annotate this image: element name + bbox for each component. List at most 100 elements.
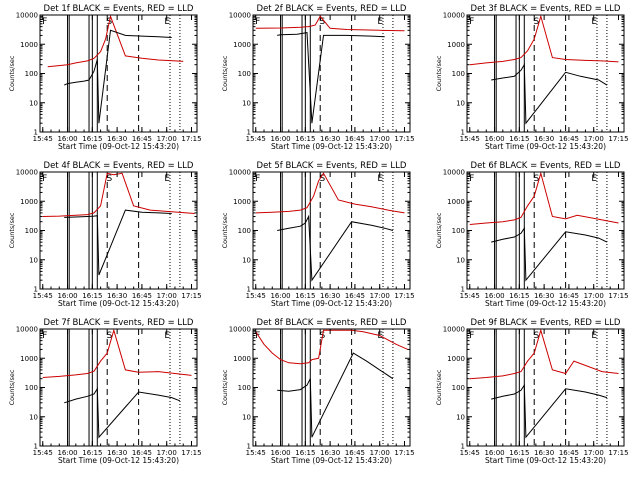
x-axis-label: Start Time (09-Oct-12 15:43:20) bbox=[485, 456, 606, 465]
x-axis-label: Start Time (09-Oct-12 15:43:20) bbox=[271, 142, 392, 151]
panel-title: Det 3f BLACK = Events, RED = LLD bbox=[471, 4, 621, 14]
x-axis-label: Start Time (09-Oct-12 15:43:20) bbox=[271, 456, 392, 465]
panel-det-6: Det 6f BLACK = Events, RED = LLD F S E 1 10 10… bbox=[435, 161, 629, 308]
x-tick-label: 16:00 bbox=[57, 449, 77, 457]
x-tick-label: 17:15 bbox=[608, 449, 628, 457]
y-tick-label: 10000 bbox=[229, 169, 251, 177]
series-line-events bbox=[277, 352, 394, 438]
x-tick-label: 17:00 bbox=[584, 135, 604, 143]
x-tick-label: 16:00 bbox=[57, 135, 77, 143]
x-tick-label: 15:45 bbox=[460, 292, 480, 300]
y-tick-label: 1 bbox=[461, 443, 465, 451]
marker-F: F bbox=[42, 174, 47, 184]
x-tick-label: 15:45 bbox=[460, 449, 480, 457]
y-tick-label: 1 bbox=[247, 443, 251, 451]
panel-det-7: Det 7f BLACK = Events, RED = LLD F S E 1 10 10… bbox=[8, 318, 202, 465]
series-line-events bbox=[277, 32, 385, 124]
panel-det-9: Det 9f BLACK = Events, RED = LLD F S E 1 10 10… bbox=[435, 318, 629, 465]
y-tick-label: 10 bbox=[456, 99, 465, 107]
marker-E: E bbox=[591, 174, 597, 184]
x-tick-label: 16:30 bbox=[320, 449, 340, 457]
marker-S: S bbox=[107, 331, 113, 341]
x-tick-label: 16:00 bbox=[270, 449, 290, 457]
series-line-lld bbox=[255, 15, 405, 32]
marker-F: F bbox=[255, 174, 260, 184]
series-line-lld bbox=[255, 172, 405, 214]
marker-E: E bbox=[591, 331, 597, 341]
y-axis-label: Counts/sec bbox=[8, 55, 16, 91]
y-tick-label: 10000 bbox=[16, 326, 38, 334]
marker-S: S bbox=[320, 17, 326, 27]
y-tick-label: 10 bbox=[456, 256, 465, 264]
x-tick-label: 16:00 bbox=[484, 135, 504, 143]
series-line-events bbox=[491, 226, 608, 282]
y-tick-label: 10 bbox=[29, 256, 38, 264]
x-tick-label: 16:00 bbox=[57, 292, 77, 300]
x-tick-label: 16:45 bbox=[345, 135, 365, 143]
y-tick-label: 10000 bbox=[16, 169, 38, 177]
series-line-lld bbox=[469, 172, 619, 225]
x-tick-label: 17:00 bbox=[370, 292, 390, 300]
x-axis-label: Start Time (09-Oct-12 15:43:20) bbox=[271, 299, 392, 308]
y-tick-label: 10000 bbox=[229, 326, 251, 334]
x-tick-label: 15:45 bbox=[246, 292, 266, 300]
panel-title: Det 4f BLACK = Events, RED = LLD bbox=[44, 161, 194, 171]
series-line-lld bbox=[42, 172, 195, 217]
y-axis-label: Counts/sec bbox=[435, 212, 443, 248]
x-tick-label: 16:15 bbox=[509, 292, 529, 300]
y-tick-label: 100 bbox=[452, 227, 465, 235]
x-tick-label: 16:15 bbox=[509, 449, 529, 457]
y-axis-label: Counts/sec bbox=[8, 369, 16, 405]
panel-det-2: Det 2f BLACK = Events, RED = LLD F S E 1 10 10… bbox=[221, 4, 415, 151]
x-tick-label: 16:45 bbox=[132, 449, 152, 457]
x-tick-label: 16:00 bbox=[270, 135, 290, 143]
x-tick-label: 16:45 bbox=[345, 449, 365, 457]
y-tick-label: 1000 bbox=[20, 355, 38, 363]
y-axis-label: Counts/sec bbox=[435, 369, 443, 405]
series-line-lld bbox=[469, 329, 619, 380]
x-tick-label: 16:00 bbox=[270, 292, 290, 300]
x-tick-label: 16:30 bbox=[534, 449, 554, 457]
x-tick-label: 17:00 bbox=[584, 449, 604, 457]
y-tick-label: 10 bbox=[242, 99, 251, 107]
y-tick-label: 1 bbox=[461, 129, 465, 137]
x-tick-label: 16:45 bbox=[559, 292, 579, 300]
x-axis-label: Start Time (09-Oct-12 15:43:20) bbox=[485, 299, 606, 308]
marker-S: S bbox=[107, 174, 113, 184]
series-line-lld bbox=[42, 329, 192, 378]
y-axis-label: Counts/sec bbox=[8, 212, 16, 248]
y-tick-label: 10 bbox=[456, 413, 465, 421]
x-tick-label: 17:00 bbox=[370, 449, 390, 457]
marker-F: F bbox=[255, 331, 260, 341]
x-axis-label: Start Time (09-Oct-12 15:43:20) bbox=[58, 142, 179, 151]
y-tick-label: 10000 bbox=[443, 12, 465, 20]
y-tick-label: 1 bbox=[34, 129, 38, 137]
x-tick-label: 16:30 bbox=[320, 135, 340, 143]
y-tick-label: 10 bbox=[29, 413, 38, 421]
x-tick-label: 17:15 bbox=[181, 292, 201, 300]
x-tick-label: 15:45 bbox=[246, 135, 266, 143]
y-tick-label: 1000 bbox=[233, 198, 251, 206]
y-tick-label: 10000 bbox=[443, 326, 465, 334]
y-tick-label: 100 bbox=[238, 384, 251, 392]
x-tick-label: 16:15 bbox=[82, 449, 102, 457]
marker-S: S bbox=[534, 174, 540, 184]
y-tick-label: 1 bbox=[461, 286, 465, 294]
series-line-events bbox=[277, 214, 394, 282]
y-tick-label: 1000 bbox=[447, 198, 465, 206]
y-tick-label: 1000 bbox=[447, 355, 465, 363]
x-tick-label: 17:00 bbox=[370, 135, 390, 143]
x-tick-label: 16:45 bbox=[345, 292, 365, 300]
panel-title: Det 8f BLACK = Events, RED = LLD bbox=[257, 318, 407, 328]
y-tick-label: 1000 bbox=[20, 41, 38, 49]
x-axis-label: Start Time (09-Oct-12 15:43:20) bbox=[58, 299, 179, 308]
panel-det-4: Det 4f BLACK = Events, RED = LLD F S E 1 10 10… bbox=[8, 161, 202, 308]
x-tick-label: 17:15 bbox=[394, 135, 414, 143]
x-tick-label: 16:30 bbox=[107, 135, 127, 143]
marker-E: E bbox=[164, 331, 170, 341]
x-tick-label: 16:15 bbox=[82, 135, 102, 143]
y-tick-label: 100 bbox=[238, 227, 251, 235]
x-tick-label: 16:30 bbox=[534, 135, 554, 143]
y-tick-label: 10000 bbox=[229, 12, 251, 20]
